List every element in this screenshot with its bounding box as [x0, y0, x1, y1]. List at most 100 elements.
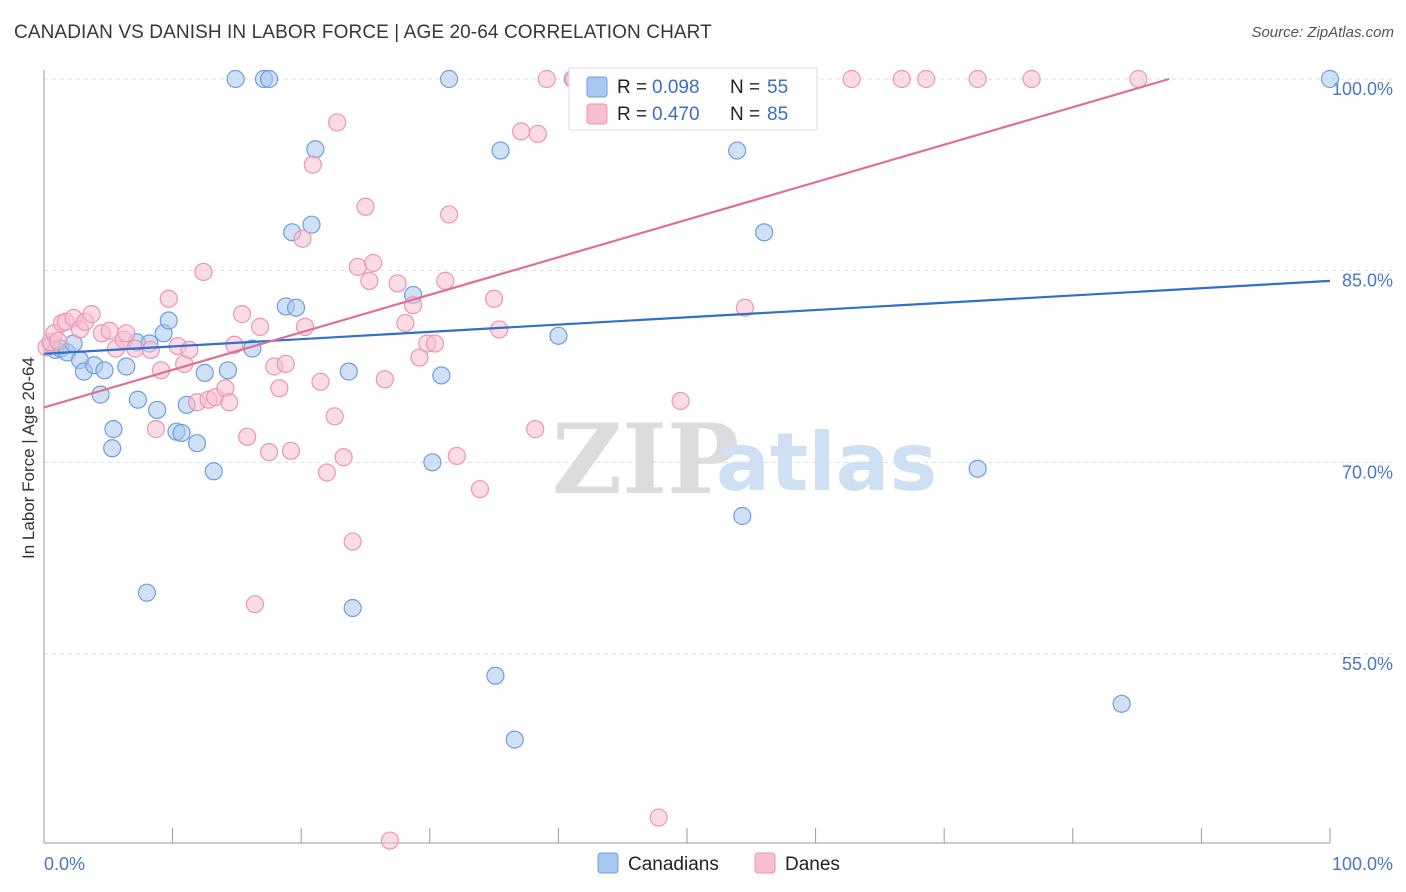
watermark-zip: ZIP [552, 403, 739, 516]
danes-point-24 [194, 262, 213, 282]
canadians-point-44 [505, 730, 524, 749]
legend-canadians-label: Canadians [628, 854, 719, 875]
canadians-point-37 [343, 598, 362, 618]
canadians-point-23 [187, 434, 207, 453]
canadians-point-45 [549, 326, 568, 345]
y-tick-label-100: 100.0% [1332, 79, 1393, 99]
canadians-point-13 [128, 390, 147, 409]
canadians-trend-line [43, 279, 1331, 355]
danes-point-34 [259, 443, 279, 462]
canadians-r-value: 0.098 [652, 77, 700, 98]
canadians-point-42 [486, 666, 505, 685]
danes-point-80 [892, 69, 911, 89]
danes-point-79 [842, 69, 861, 89]
danes-point-9 [82, 305, 101, 324]
danes-point-78 [735, 298, 754, 317]
canadians-point-49 [733, 506, 752, 526]
canadians-point-10 [104, 420, 123, 439]
canadians-point-17 [148, 400, 167, 420]
danes-point-62 [447, 446, 466, 466]
danes-point-31 [238, 427, 257, 446]
danes-point-18 [151, 361, 171, 380]
danes-point-54 [388, 274, 407, 293]
danes-point-83 [1022, 69, 1041, 89]
danes-point-57 [410, 348, 429, 367]
canadians-point-50 [755, 223, 774, 242]
canadians-point-19 [159, 311, 178, 330]
y-tick-label-55: 55.0% [1342, 654, 1393, 674]
danes-point-72 [649, 808, 668, 827]
chart-title: CANADIAN VS DANISH IN LABOR FORCE | AGE … [14, 22, 712, 43]
danes-point-43 [317, 463, 337, 482]
legend-danes-label: Danes [785, 854, 840, 875]
canadians-point-43 [491, 141, 510, 160]
danes-point-82 [968, 69, 987, 89]
canadians-point-25 [204, 462, 223, 481]
danes-point-55 [396, 313, 415, 333]
canadians-point-40 [432, 366, 451, 385]
danes-point-69 [537, 69, 556, 89]
canadians-point-27 [226, 69, 245, 89]
danes-n-value: 85 [767, 104, 788, 125]
danes-point-47 [343, 532, 362, 551]
danes-r-value: 0.470 [652, 104, 700, 125]
danes-point-49 [356, 197, 375, 216]
canadians-point-9 [95, 361, 114, 380]
y-axis-title: In Labor Force | Age 20-64 [19, 357, 38, 559]
canadians-point-52 [1112, 694, 1131, 713]
danes-point-29 [225, 335, 244, 354]
danes-point-3 [49, 331, 68, 351]
canadians-n-label: N = [730, 77, 760, 98]
danes-point-60 [436, 271, 455, 290]
canadians-point-53 [1320, 69, 1340, 89]
danes-r-label: R = [617, 104, 647, 125]
danes-point-84 [1129, 69, 1148, 89]
danes-point-42 [311, 372, 330, 391]
danes-point-59 [425, 334, 445, 353]
danes-n-label: N = [730, 104, 760, 125]
canadians-point-24 [195, 363, 214, 382]
danes-point-36 [270, 379, 289, 398]
danes-point-50 [360, 271, 379, 290]
danes-swatch [586, 103, 608, 125]
danes-point-66 [512, 122, 531, 141]
canadians-r-label: R = [617, 77, 647, 98]
canadians-point-39 [423, 453, 442, 472]
canadians-point-26 [218, 361, 237, 380]
danes-point-22 [180, 340, 199, 359]
danes-point-40 [295, 317, 315, 336]
canadians-point-34 [302, 215, 321, 234]
x-ticks [43, 828, 1331, 843]
watermark: ZIP atlas [552, 403, 937, 516]
canadians-n-value: 55 [767, 77, 788, 98]
danes-point-14 [117, 324, 136, 343]
canadians-point-33 [286, 298, 306, 317]
danes-point-67 [526, 420, 545, 439]
stats-legend-box [568, 67, 818, 131]
x-tick-label-min: 0.0% [44, 854, 85, 874]
gridlines [44, 78, 1393, 655]
danes-point-37 [276, 354, 295, 374]
danes-point-64 [485, 289, 504, 308]
danes-point-65 [490, 320, 509, 339]
canadians-point-51 [968, 459, 987, 478]
legend-canadians-swatch [597, 852, 619, 874]
danes-point-81 [917, 69, 936, 89]
danes-point-17 [146, 420, 165, 439]
danes-point-45 [328, 113, 347, 132]
source-label: Source: ZipAtlas.com [1251, 24, 1394, 41]
canadians-point-16 [137, 583, 156, 602]
danes-point-51 [364, 253, 383, 273]
watermark-atlas: atlas [716, 416, 937, 509]
stats-legend: R = 0.098 N = 55 R = 0.470 N = 85 [568, 67, 818, 131]
danes-point-19 [159, 289, 178, 308]
danes-point-44 [325, 407, 344, 426]
danes-point-41 [303, 155, 322, 174]
canadians-swatch [586, 76, 608, 98]
legend-danes-swatch [754, 852, 776, 874]
series-legend: Canadians Danes [597, 852, 840, 875]
y-tick-label-70: 70.0% [1342, 462, 1393, 482]
danes-point-32 [245, 595, 265, 614]
canadians-point-41 [439, 69, 459, 89]
